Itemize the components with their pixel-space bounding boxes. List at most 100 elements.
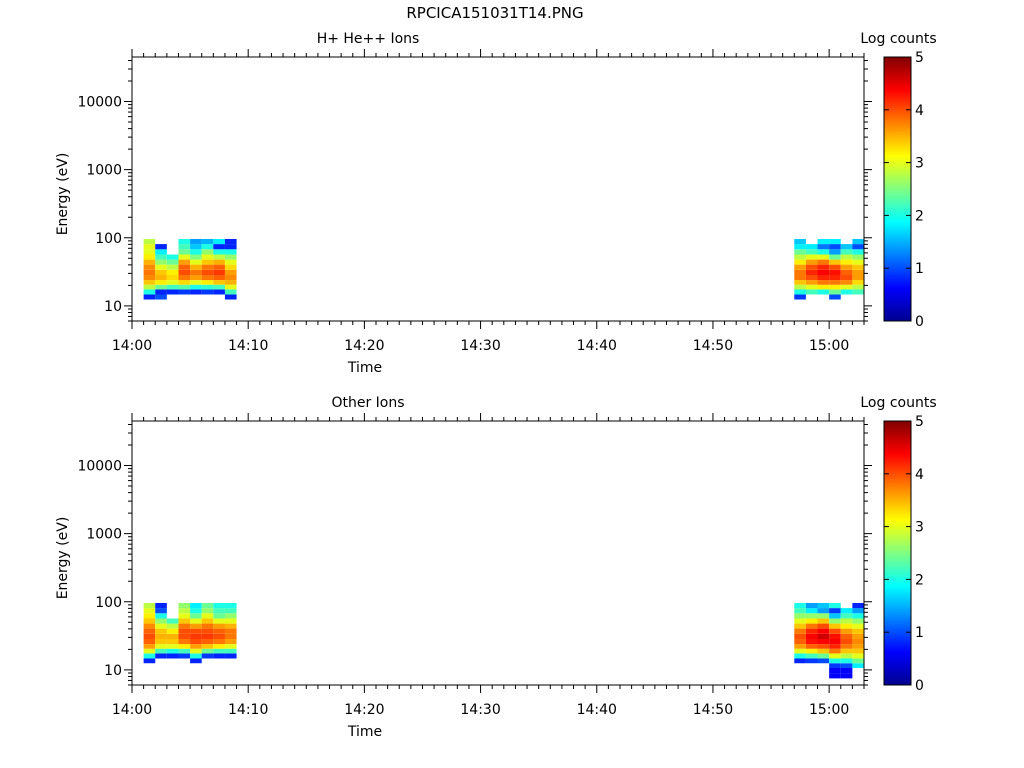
heatmap-cell bbox=[143, 238, 156, 245]
heatmap-cell bbox=[166, 628, 179, 634]
heatmap-cell bbox=[817, 259, 830, 265]
heatmap-cell bbox=[794, 284, 806, 290]
heatmap-cell bbox=[143, 613, 156, 619]
heatmap-cell bbox=[213, 623, 225, 629]
heatmap-cell bbox=[143, 284, 156, 290]
heatmap-cell bbox=[155, 264, 167, 270]
heatmap-cell bbox=[829, 294, 841, 300]
heatmap-cell bbox=[190, 628, 202, 634]
heatmap-cell bbox=[224, 623, 237, 629]
heatmap-cell bbox=[213, 633, 225, 640]
x-tick-label: 14:10 bbox=[228, 338, 268, 354]
heatmap-cell bbox=[852, 653, 864, 659]
heatmap-cell bbox=[143, 623, 156, 629]
heatmap-cell bbox=[213, 259, 225, 265]
x-tick-label: 14:30 bbox=[460, 702, 500, 718]
heatmap-cell bbox=[852, 658, 864, 664]
heatmap-cell bbox=[829, 663, 841, 668]
heatmap-cell bbox=[794, 648, 806, 654]
heatmap-cell bbox=[794, 244, 806, 250]
heatmap-cell bbox=[201, 613, 214, 619]
heatmap-cell bbox=[840, 663, 853, 668]
heatmap-cell bbox=[794, 633, 806, 640]
heatmap-cell bbox=[190, 238, 202, 245]
heatmap-cell bbox=[817, 254, 830, 260]
heatmap-cell bbox=[817, 608, 830, 614]
heatmap-cell bbox=[840, 653, 853, 659]
heatmap-cell bbox=[224, 264, 237, 270]
colorbar-tick-label: 0 bbox=[915, 678, 924, 694]
x-axis-label: Time bbox=[347, 360, 382, 376]
heatmap-cell bbox=[840, 275, 853, 281]
heatmap-cell bbox=[829, 254, 841, 260]
heatmap-cell bbox=[817, 284, 830, 290]
heatmap-cell bbox=[852, 644, 864, 649]
heatmap-cell bbox=[155, 294, 167, 300]
heatmap-cell bbox=[829, 639, 841, 645]
heatmap-cell bbox=[817, 639, 830, 645]
x-tick-label: 15:00 bbox=[809, 338, 849, 354]
heatmap-cell bbox=[201, 284, 214, 290]
heatmap-cell bbox=[155, 275, 167, 281]
heatmap-cell bbox=[143, 249, 156, 255]
heatmap-cell bbox=[817, 618, 830, 624]
colorbar-tick-label: 2 bbox=[915, 208, 924, 224]
heatmap-cell bbox=[155, 259, 167, 265]
heatmap-cell bbox=[201, 280, 214, 285]
heatmap-cell bbox=[794, 254, 806, 260]
heatmap-cell bbox=[794, 259, 806, 265]
heatmap-cell bbox=[805, 608, 818, 614]
heatmap-cell bbox=[840, 269, 853, 276]
heatmap-cell bbox=[190, 264, 202, 270]
heatmap-cell bbox=[155, 618, 167, 624]
colorbar-tick-label: 2 bbox=[915, 572, 924, 588]
heatmap-cell bbox=[178, 623, 191, 629]
heatmap-cell bbox=[178, 275, 191, 281]
heatmap-cell bbox=[852, 280, 864, 285]
heatmap-cell bbox=[794, 653, 806, 659]
heatmap-cell bbox=[224, 244, 237, 250]
heatmap-cell bbox=[143, 264, 156, 270]
x-tick-label: 14:20 bbox=[344, 702, 384, 718]
heatmap-cell bbox=[213, 244, 225, 250]
heatmap-cell bbox=[829, 264, 841, 270]
y-tick-label: 10000 bbox=[77, 459, 122, 475]
heatmap-cell bbox=[852, 254, 864, 260]
heatmap-cell bbox=[213, 249, 225, 255]
heatmap-cell bbox=[224, 238, 237, 245]
colorbar-tick-label: 0 bbox=[915, 314, 924, 330]
heatmap-cell bbox=[143, 608, 156, 614]
heatmap-cell bbox=[829, 618, 841, 624]
heatmap-cell bbox=[143, 244, 156, 250]
heatmap-cell bbox=[201, 244, 214, 250]
heatmap-cell bbox=[805, 653, 818, 659]
heatmap-cell bbox=[213, 269, 225, 276]
heatmap-cell bbox=[155, 289, 167, 295]
heatmap-cell bbox=[178, 628, 191, 634]
heatmap-cell bbox=[155, 608, 167, 614]
y-tick-label: 100 bbox=[95, 595, 122, 611]
heatmap-cell bbox=[829, 613, 841, 619]
heatmap-cell bbox=[178, 648, 191, 654]
heatmap-cell bbox=[166, 623, 179, 629]
heatmap-cell bbox=[190, 639, 202, 645]
heatmap-cell bbox=[805, 264, 818, 270]
heatmap-cell bbox=[805, 639, 818, 645]
heatmap-cell bbox=[840, 280, 853, 285]
heatmap-cell bbox=[143, 658, 156, 664]
heatmap-cell bbox=[166, 618, 179, 624]
colorbar-tick-label: 5 bbox=[915, 414, 924, 430]
heatmap-cell bbox=[213, 284, 225, 290]
heatmap-cell bbox=[829, 653, 841, 659]
y-tick-label: 1000 bbox=[86, 527, 122, 543]
colorbar-tick-label: 5 bbox=[915, 50, 924, 66]
heatmap-cell bbox=[840, 608, 853, 614]
heatmap-cell bbox=[794, 618, 806, 624]
heatmap-cell bbox=[840, 673, 853, 679]
heatmap-cell bbox=[201, 602, 214, 609]
heatmap-cell bbox=[178, 653, 191, 659]
heatmap-cell bbox=[190, 244, 202, 250]
heatmap-cell bbox=[201, 238, 214, 245]
heatmap-cell bbox=[829, 602, 841, 609]
heatmap-cell bbox=[852, 613, 864, 619]
